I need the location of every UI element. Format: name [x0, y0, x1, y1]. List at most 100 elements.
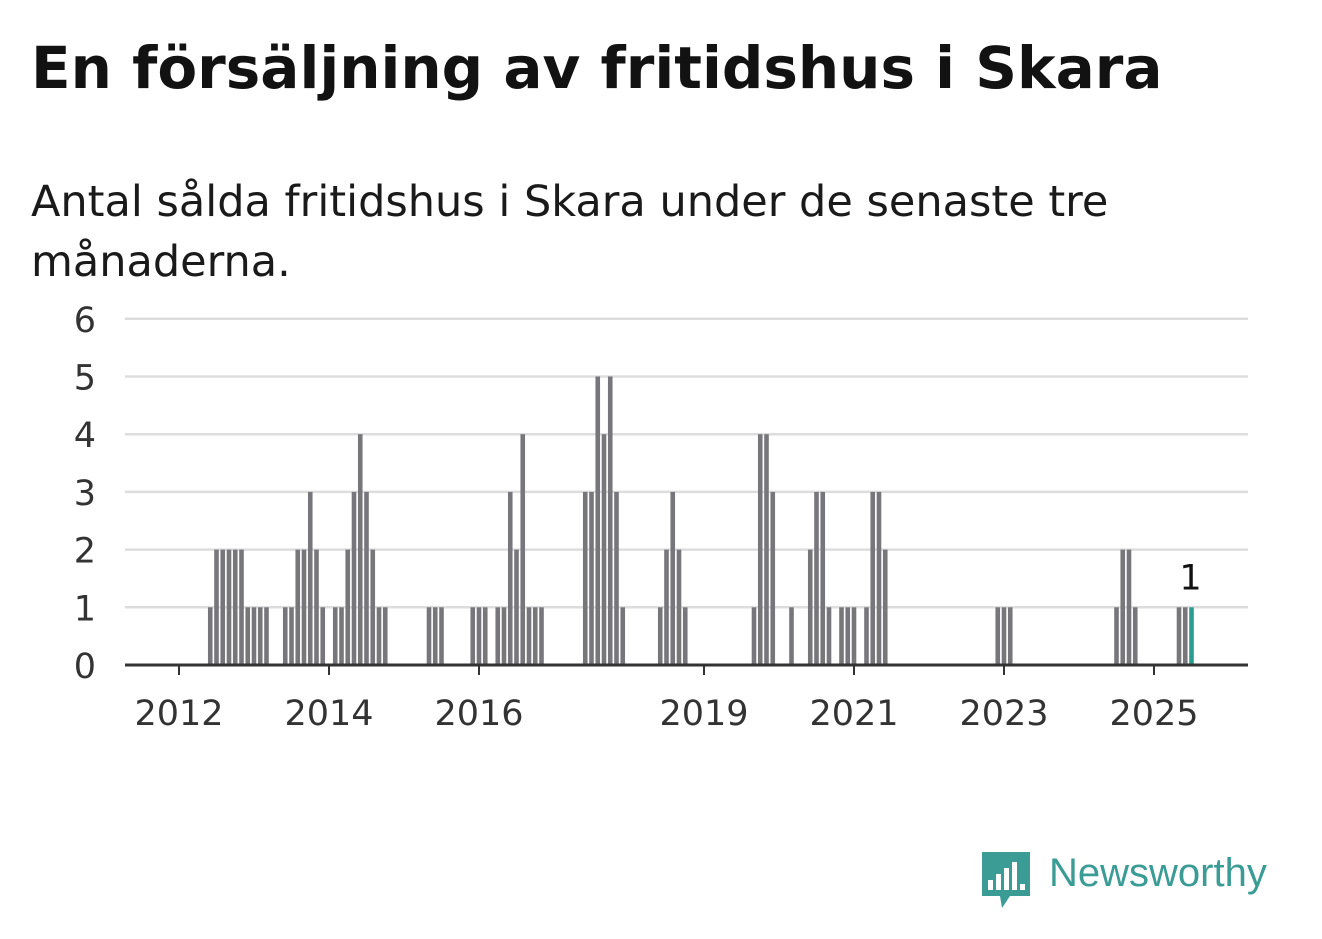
bar [595, 376, 601, 665]
bar [520, 434, 526, 665]
bar [357, 434, 363, 665]
bar [295, 549, 301, 665]
y-tick-label: 2 [74, 532, 96, 572]
y-tick-label: 4 [74, 416, 96, 456]
chart-title: En försäljning av fritidshus i Skara [31, 34, 1163, 102]
bar [470, 607, 476, 665]
bar [620, 607, 626, 665]
bar [851, 607, 857, 665]
bar [1182, 607, 1188, 665]
bar [814, 491, 819, 665]
newsworthy-logo-icon [982, 852, 1030, 908]
bar [439, 607, 444, 665]
bar [351, 491, 357, 665]
bar [1189, 607, 1194, 665]
bar [789, 607, 794, 665]
bar [582, 491, 588, 665]
bar [807, 549, 813, 665]
bar [764, 434, 769, 665]
y-tick-label: 1 [74, 589, 96, 629]
bar [226, 549, 232, 665]
bar [607, 376, 613, 665]
bar [1114, 607, 1119, 665]
bar [876, 491, 882, 665]
bar [476, 607, 482, 665]
bar [307, 491, 313, 665]
bar [382, 607, 388, 665]
bar [364, 491, 369, 665]
bar [845, 607, 851, 665]
bar [682, 607, 688, 665]
bar [264, 607, 269, 665]
bar [589, 491, 594, 665]
bar [332, 607, 338, 665]
bar [376, 607, 382, 665]
bar [751, 607, 757, 665]
bar [239, 549, 244, 665]
bar [289, 607, 294, 665]
bar [501, 607, 507, 665]
bar [664, 549, 669, 665]
bar [514, 549, 519, 665]
bar [526, 607, 532, 665]
y-tick-label: 0 [74, 647, 96, 687]
x-tick-label: 2016 [434, 694, 523, 734]
brand-name: Newsworthy [1049, 851, 1267, 895]
bar [657, 607, 663, 665]
bar [320, 607, 326, 665]
x-tick-label: 2019 [659, 694, 748, 734]
bar [257, 607, 263, 665]
x-tick-label: 2023 [959, 694, 1048, 734]
bar [301, 549, 307, 665]
bar [1120, 549, 1126, 665]
x-tick-label: 2021 [809, 694, 898, 734]
bars [207, 376, 1194, 665]
bar [207, 607, 213, 665]
bar [601, 434, 607, 665]
y-tick-label: 3 [74, 474, 96, 514]
bar [232, 549, 238, 665]
bar [864, 607, 869, 665]
y-tick-label: 5 [74, 359, 96, 399]
data-label: 1 [1179, 558, 1201, 598]
bar [539, 607, 544, 665]
bar [495, 607, 501, 665]
bar [870, 491, 876, 665]
bar [282, 607, 288, 665]
x-tick-label: 2025 [1109, 694, 1198, 734]
bar [614, 491, 619, 665]
bar [507, 491, 513, 665]
bar [345, 549, 351, 665]
bar [251, 607, 257, 665]
y-axis-ticks: 0 1 2 3 4 5 6 [74, 301, 96, 687]
x-axis-ticks: 2012 2014 2016 2019 2021 2023 2025 [134, 665, 1199, 734]
bar [314, 549, 319, 665]
bar [1001, 607, 1007, 665]
bar [839, 607, 844, 665]
gridlines [125, 317, 1248, 609]
bar [220, 549, 226, 665]
y-tick-label: 6 [74, 301, 96, 341]
chart-subtitle: Antal sålda fritidshus i Skara under de … [31, 177, 1109, 287]
bar [770, 491, 776, 665]
annotations: 1 [1179, 558, 1201, 598]
bar [1126, 549, 1132, 665]
bar [1132, 607, 1138, 665]
bar [995, 607, 1001, 665]
bar [245, 607, 251, 665]
bar [676, 549, 682, 665]
bar [757, 434, 763, 665]
x-tick-label: 2014 [284, 694, 373, 734]
bar [532, 607, 538, 665]
bar [370, 549, 376, 665]
bar [432, 607, 438, 665]
bar [882, 549, 888, 665]
bar [214, 549, 219, 665]
bar [826, 607, 832, 665]
bar [1007, 607, 1013, 665]
x-tick-label: 2012 [134, 694, 223, 734]
bar [482, 607, 488, 665]
bar [820, 491, 826, 665]
bar [1176, 607, 1182, 665]
